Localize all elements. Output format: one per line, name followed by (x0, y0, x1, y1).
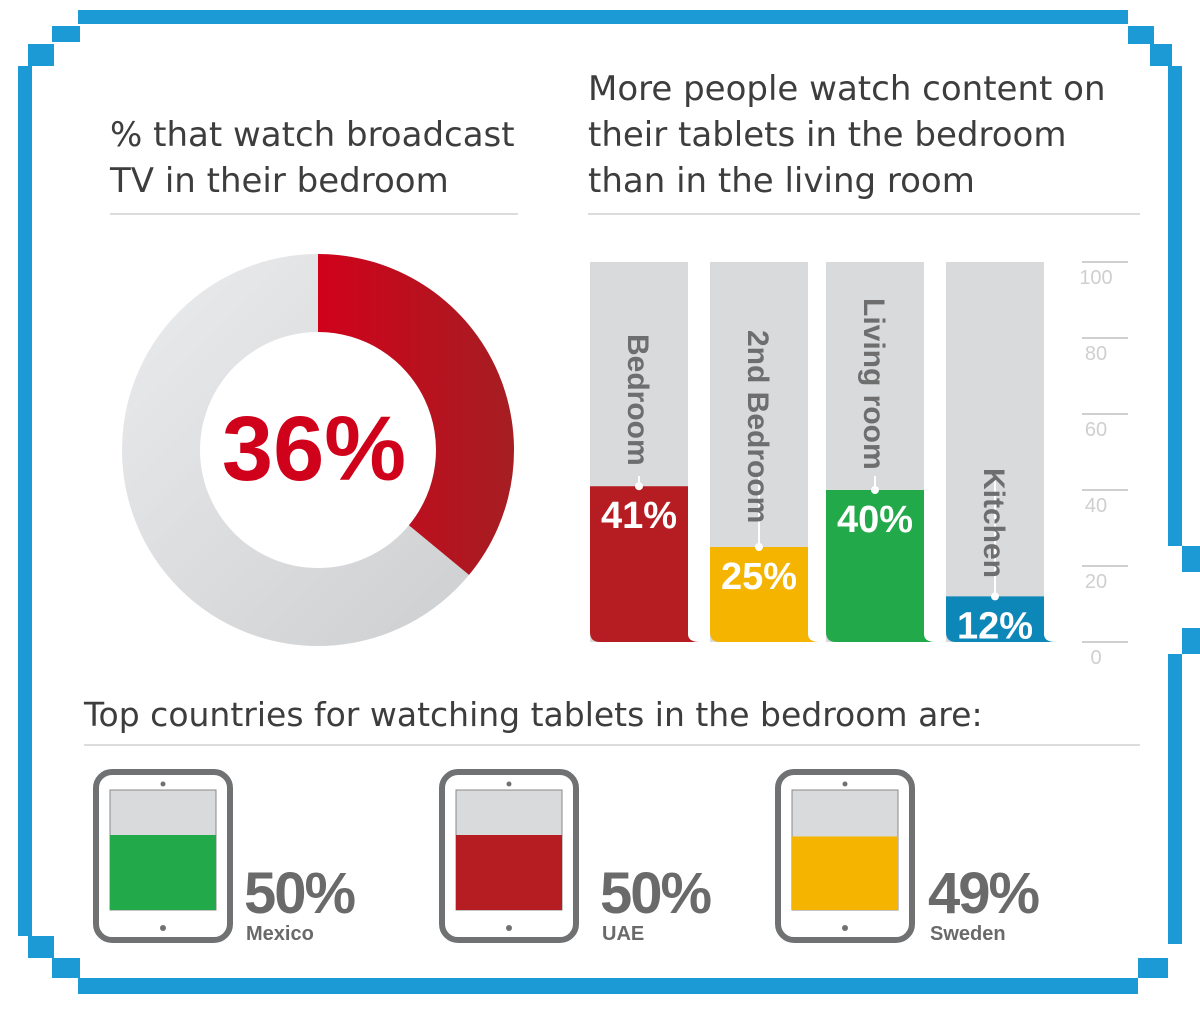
tablet-screen-fill (110, 835, 216, 910)
bar-category-label: Kitchen (977, 468, 1010, 578)
frame-segment (1168, 654, 1182, 944)
bar-value-label: 41% (601, 495, 677, 537)
frame-segment (1168, 66, 1182, 546)
frame-segment (18, 66, 32, 936)
country-value-label: 50% (244, 861, 356, 926)
frame-segment (28, 936, 54, 958)
country-value-label: 49% (928, 861, 1040, 926)
frame-segment (78, 10, 1128, 24)
donut-title-divider (110, 213, 518, 215)
bar-category-label: Bedroom (621, 334, 654, 466)
donut-chart-title: % that watch broadcast TV in their bedro… (110, 115, 515, 201)
frame-segment (1150, 44, 1172, 66)
bar-value-label: 40% (837, 499, 913, 541)
y-tick-label: 80 (1085, 343, 1107, 365)
y-tick-label: 40 (1085, 495, 1107, 517)
bar-value-label: 12% (957, 605, 1033, 647)
y-tick-label: 60 (1085, 419, 1107, 441)
frame-segment (52, 26, 80, 42)
frame-segment (1138, 958, 1168, 978)
countries-title: Top countries for watching tablets in th… (84, 695, 983, 734)
bar-fill (710, 547, 820, 642)
y-tick-label: 0 (1090, 647, 1101, 669)
country-value-label: 50% (600, 861, 712, 926)
tablet-home-button (842, 925, 848, 931)
bar-chart-title: More people watch content on their table… (588, 69, 1106, 201)
frame-segment (1182, 628, 1200, 654)
country-name-label: Mexico (246, 923, 314, 945)
tablet-home-button (160, 925, 166, 931)
countries-title-divider (84, 744, 1140, 746)
y-tick-label: 20 (1085, 571, 1107, 593)
y-tick-label: 100 (1079, 267, 1112, 289)
tablet-camera (160, 781, 166, 787)
bar-category-label: Living room (857, 298, 890, 470)
country-name-label: UAE (602, 923, 644, 945)
bar-fill (590, 486, 700, 642)
tablet-home-button (506, 925, 512, 931)
bar-category-label: 2nd Bedroom (741, 330, 774, 523)
bar-value-label: 25% (721, 556, 797, 598)
country-name-label: Sweden (930, 923, 1006, 945)
tablet-camera (842, 781, 848, 787)
bar-fill (946, 596, 1056, 642)
frame-segment (52, 958, 80, 978)
frame-segment (1128, 26, 1154, 44)
bar-fill (826, 490, 936, 642)
tablet-screen-fill (456, 835, 562, 910)
tablet-screen-fill (792, 836, 898, 910)
frame-segment (1182, 546, 1200, 572)
donut-center-label: 36% (222, 398, 406, 500)
frame-segment (28, 44, 54, 66)
bar-title-divider (588, 213, 1140, 215)
donut-value-slice (318, 254, 514, 575)
frame-segment (78, 978, 1138, 994)
tablet-camera (506, 781, 512, 787)
